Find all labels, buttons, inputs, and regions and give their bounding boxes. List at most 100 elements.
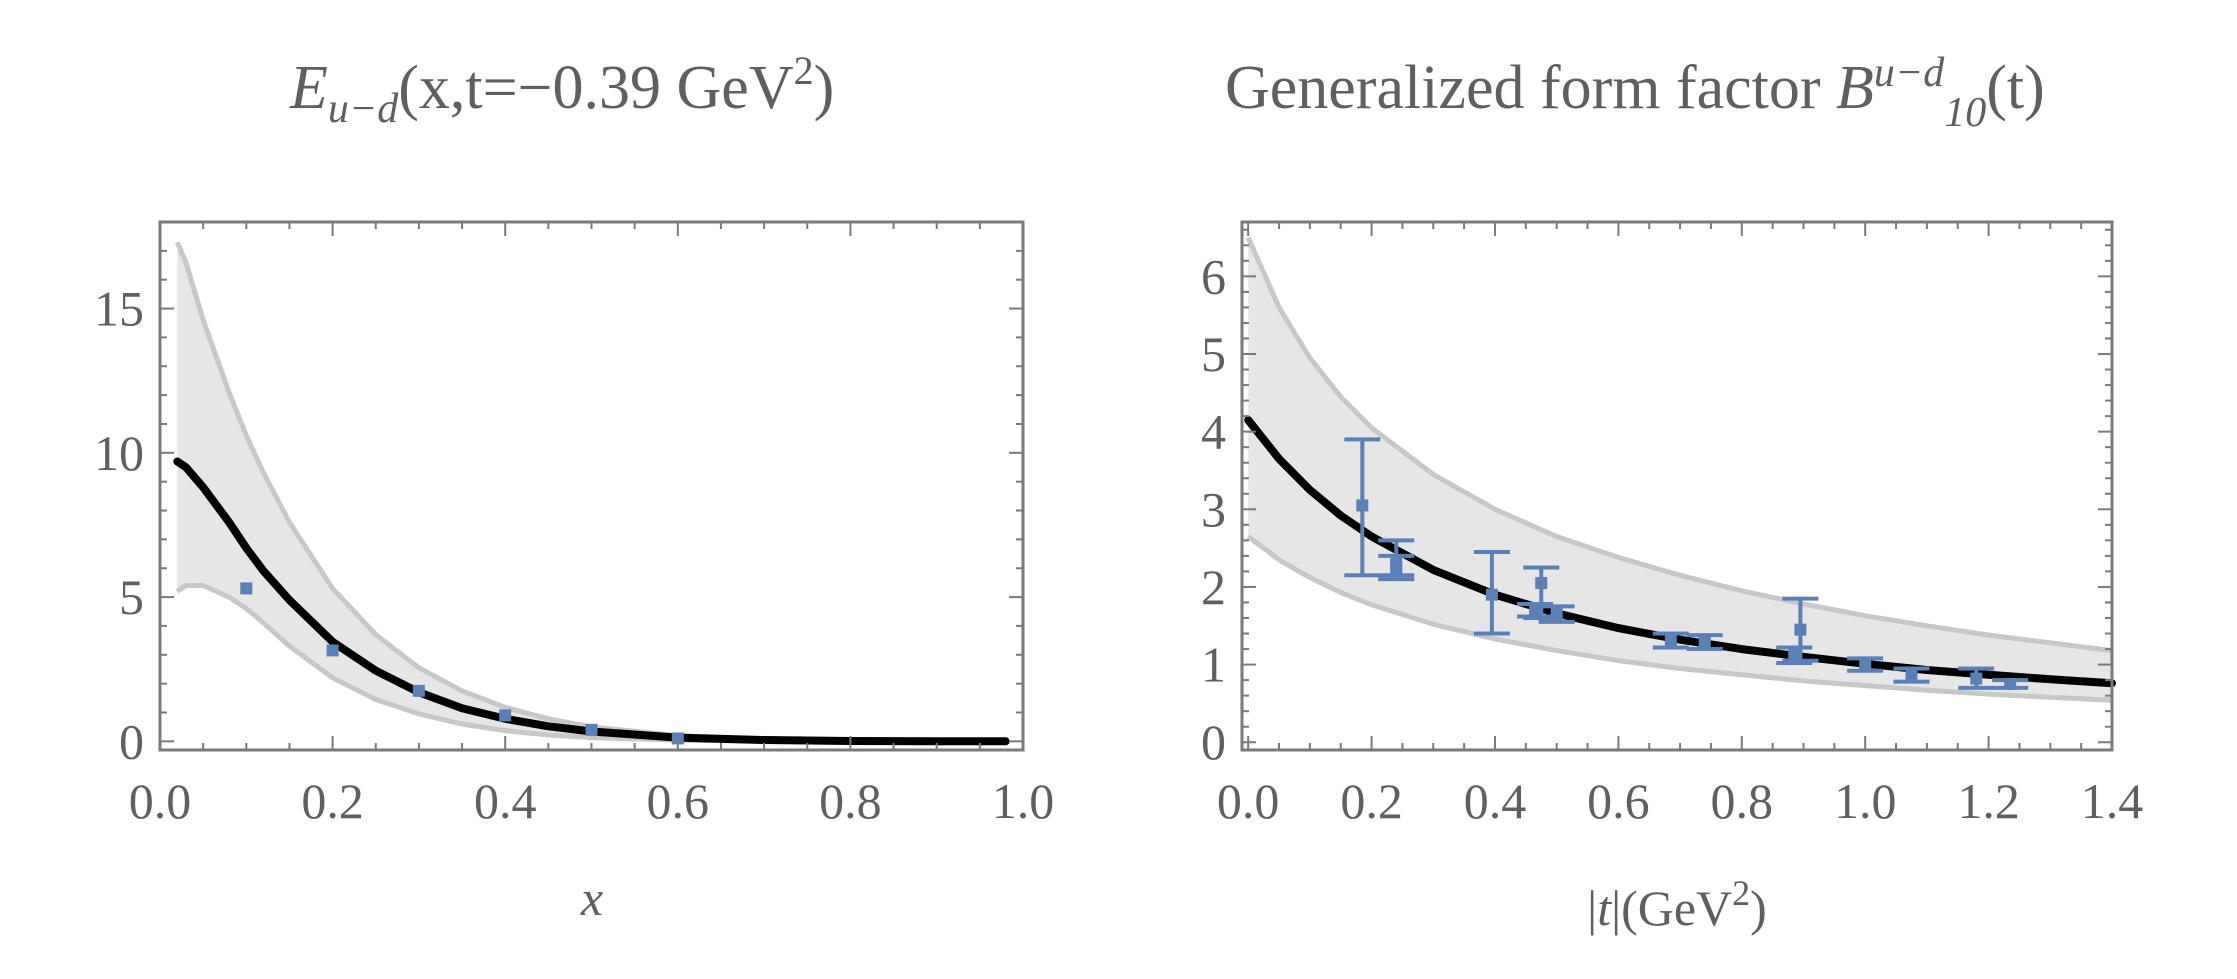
right-point-marker [1788, 649, 1801, 662]
right-y-tick-label: 2 [1201, 559, 1226, 615]
left-x-tick-labels: 0.0 0.2 0.4 0.6 0.8 1.0 [129, 773, 1055, 829]
left-title-subscript: u−d [328, 86, 399, 132]
left-title-close: ) [814, 54, 835, 122]
right-y-tick-labels: 0 1 2 3 4 5 6 [1201, 248, 1226, 770]
right-point-marker [1529, 604, 1542, 617]
left-point-marker [240, 582, 253, 595]
right-y-tick-label: 5 [1201, 326, 1226, 382]
right-title-args: (t) [1986, 54, 2045, 122]
left-title-args: (x,t=−0.39 GeV [398, 54, 794, 122]
right-data-point [1686, 633, 1723, 652]
right-x-tick-label: 1.0 [1834, 773, 1897, 829]
right-point-marker [1970, 672, 1983, 685]
right-band-group [1245, 236, 2113, 703]
right-chart: 0.0 0.2 0.4 0.6 0.8 1.0 1.2 1.4 0 1 2 3 4 5 6 |t|(GeV… [1201, 220, 2143, 936]
right-plot-frame [1240, 220, 2114, 752]
right-x-tick-label: 1.4 [2081, 773, 2144, 829]
right-point-marker [1535, 577, 1548, 590]
right-xlabel-bar: | [1587, 880, 1597, 936]
left-x-tick-label: 0.4 [474, 773, 537, 829]
right-curve-group [1244, 416, 2116, 688]
right-xlabel-t: t [1597, 880, 1612, 936]
left-ticks-group [159, 221, 1024, 750]
right-data-point [1344, 437, 1381, 578]
right-xlabel-rest: |(GeV [1611, 880, 1732, 936]
left-data-point [412, 684, 425, 697]
left-data-point [585, 723, 598, 736]
left-title-e: E [289, 54, 328, 122]
right-chart-title: Generalized form factor Bu−d10(t) [1225, 50, 2045, 136]
right-data-point [1847, 656, 1884, 673]
left-band-upper-edge [174, 241, 1006, 744]
right-xlabel-exponent: 2 [1732, 873, 1750, 913]
left-title-exponent: 2 [794, 48, 814, 93]
left-band-group [174, 241, 1006, 744]
right-x-axis-label: |t|(GeV2) [1587, 873, 1767, 936]
right-data-point [1473, 550, 1510, 636]
left-y-tick-labels: 0 5 10 15 [94, 281, 144, 770]
right-y-tick-label: 3 [1201, 481, 1226, 537]
right-title-b: B [1836, 54, 1874, 122]
left-data-point [499, 709, 512, 722]
right-x-tick-label: 1.2 [1957, 773, 2020, 829]
right-point-marker [1794, 623, 1807, 636]
right-title-superscript: u−d [1874, 50, 1945, 96]
right-data-point [1893, 666, 1930, 684]
left-point-marker [499, 709, 512, 722]
right-point-marker [1550, 608, 1563, 621]
left-point-marker [412, 684, 425, 697]
left-data-point [240, 582, 253, 595]
right-data-point [1992, 678, 2029, 690]
right-x-tick-label: 0.8 [1711, 773, 1774, 829]
right-title-text: Generalized form factor [1225, 54, 1836, 122]
left-x-tick-label: 0.8 [819, 773, 882, 829]
right-data-point [1782, 596, 1819, 663]
left-chart-title: Eu−d(x,t=−0.39 GeV2) [289, 48, 834, 132]
right-x-tick-labels: 0.0 0.2 0.4 0.6 0.8 1.0 1.2 1.4 [1217, 773, 2143, 829]
right-y-tick-label: 0 [1201, 714, 1226, 770]
right-data-point [1958, 666, 1995, 690]
right-x-tick-label: 0.2 [1340, 773, 1403, 829]
right-points-group [1344, 437, 2029, 690]
left-points-group [240, 582, 684, 745]
right-point-marker [1485, 588, 1498, 601]
right-data-point [1378, 553, 1415, 578]
right-x-tick-label: 0.4 [1464, 773, 1527, 829]
left-y-tick-label: 5 [119, 569, 144, 625]
right-x-tick-label: 0.6 [1587, 773, 1650, 829]
right-ticks-group [1242, 222, 2113, 750]
right-y-tick-label: 4 [1201, 404, 1226, 460]
right-point-marker [2004, 678, 2017, 690]
left-x-tick-label: 1.0 [992, 773, 1055, 829]
left-x-tick-label: 0.2 [301, 773, 364, 829]
left-data-point [326, 644, 339, 657]
left-plot-frame [158, 220, 1025, 752]
right-fit-curve [1244, 416, 2116, 688]
left-uncertainty-band [177, 242, 1006, 742]
left-point-marker [326, 644, 339, 657]
left-x-axis-label: x [580, 870, 603, 926]
right-x-tick-label: 0.0 [1217, 773, 1280, 829]
left-y-tick-label: 15 [94, 281, 144, 337]
right-title-subscript: 10 [1944, 90, 1986, 136]
right-data-point [1538, 604, 1575, 624]
right-uncertainty-band [1248, 237, 2112, 701]
left-x-tick-label: 0.0 [129, 773, 192, 829]
right-point-marker [1905, 670, 1918, 683]
left-chart: 0.0 0.2 0.4 0.6 0.8 1.0 0 5 10 15 x [94, 220, 1055, 926]
left-y-tick-label: 10 [94, 425, 144, 481]
right-point-marker [1356, 499, 1369, 512]
right-data-point [1652, 631, 1689, 650]
left-x-tick-label: 0.6 [647, 773, 710, 829]
right-point-marker [1859, 658, 1872, 671]
right-point-marker [1698, 635, 1711, 648]
right-y-tick-label: 1 [1201, 637, 1226, 693]
right-band-lower-edge [1246, 534, 2113, 703]
right-y-tick-label: 6 [1201, 248, 1226, 304]
right-point-marker [1390, 557, 1403, 570]
left-y-tick-label: 0 [119, 713, 144, 769]
left-point-marker [585, 723, 598, 736]
right-point-marker [1664, 635, 1677, 648]
right-band-upper-edge [1245, 236, 2113, 654]
